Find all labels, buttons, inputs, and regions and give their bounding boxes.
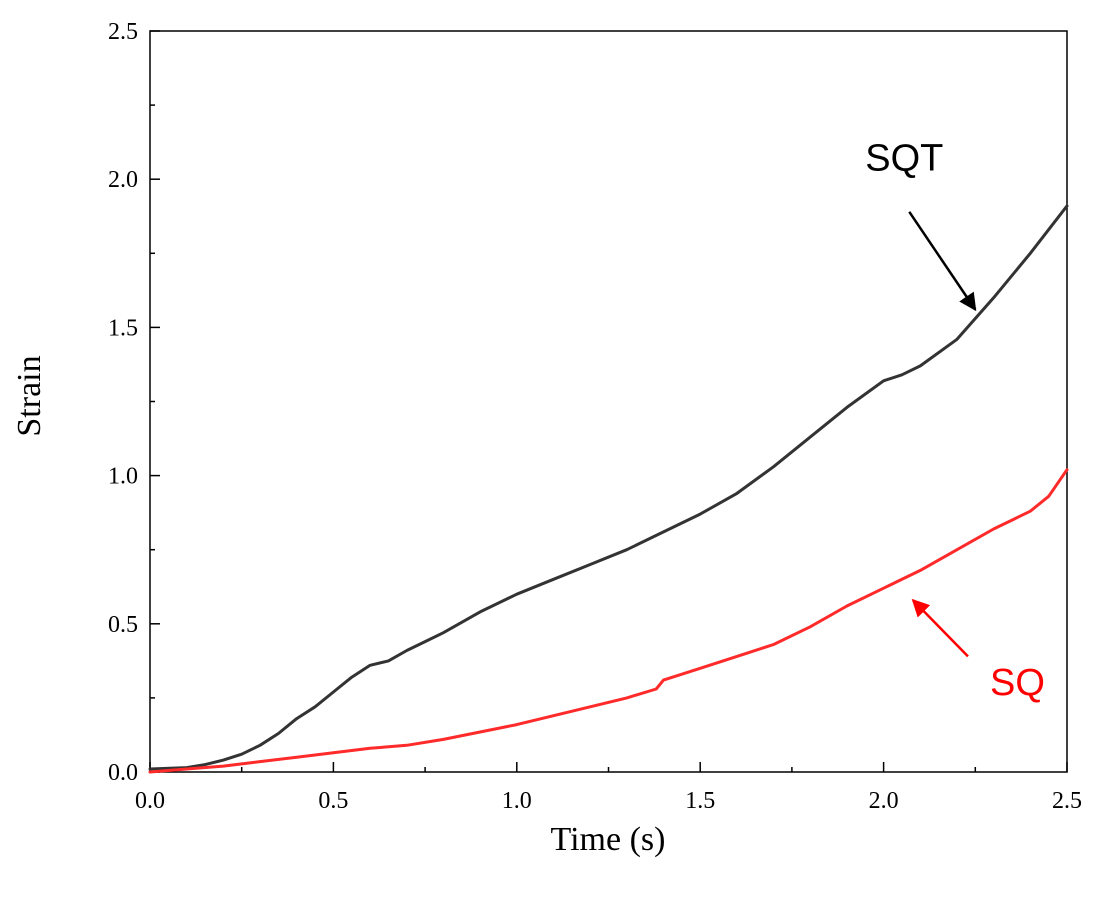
- annotation-label-sq: SQ: [990, 662, 1045, 704]
- y-axis-ticks: 0.0 0.5 1.0 1.5 2.0 2.5: [108, 19, 160, 786]
- series-layer: [148, 204, 1069, 774]
- x-tick-label: 1.0: [502, 788, 532, 814]
- y-tick-label: 1.0: [108, 464, 138, 490]
- y-tick-label: 2.0: [108, 167, 138, 193]
- annotation-label-sqt: SQT: [865, 137, 943, 179]
- x-tick-label: 1.5: [685, 788, 715, 814]
- x-tick-label: 2.0: [869, 788, 899, 814]
- annotation-arrow-sq: [911, 598, 969, 658]
- series-line-sqt: [148, 204, 1069, 771]
- y-tick-label: 0.0: [108, 760, 138, 786]
- series-line-sq: [148, 468, 1069, 774]
- x-tick-label: 0.0: [135, 788, 165, 814]
- y-tick-label: 2.5: [108, 19, 138, 45]
- y-axis-title: Strain: [11, 355, 48, 436]
- x-tick-label: 0.5: [318, 788, 348, 814]
- annotation-arrow-sqt: [908, 211, 977, 312]
- x-axis-ticks: 0.0 0.5 1.0 1.5 2.0 2.5: [135, 762, 1082, 814]
- y-tick-label: 0.5: [108, 612, 138, 638]
- y-tick-label: 1.5: [108, 315, 138, 341]
- x-tick-label: 2.5: [1052, 788, 1082, 814]
- annotation-layer: SQT SQ: [865, 137, 1045, 704]
- x-axis-title: Time (s): [551, 821, 666, 858]
